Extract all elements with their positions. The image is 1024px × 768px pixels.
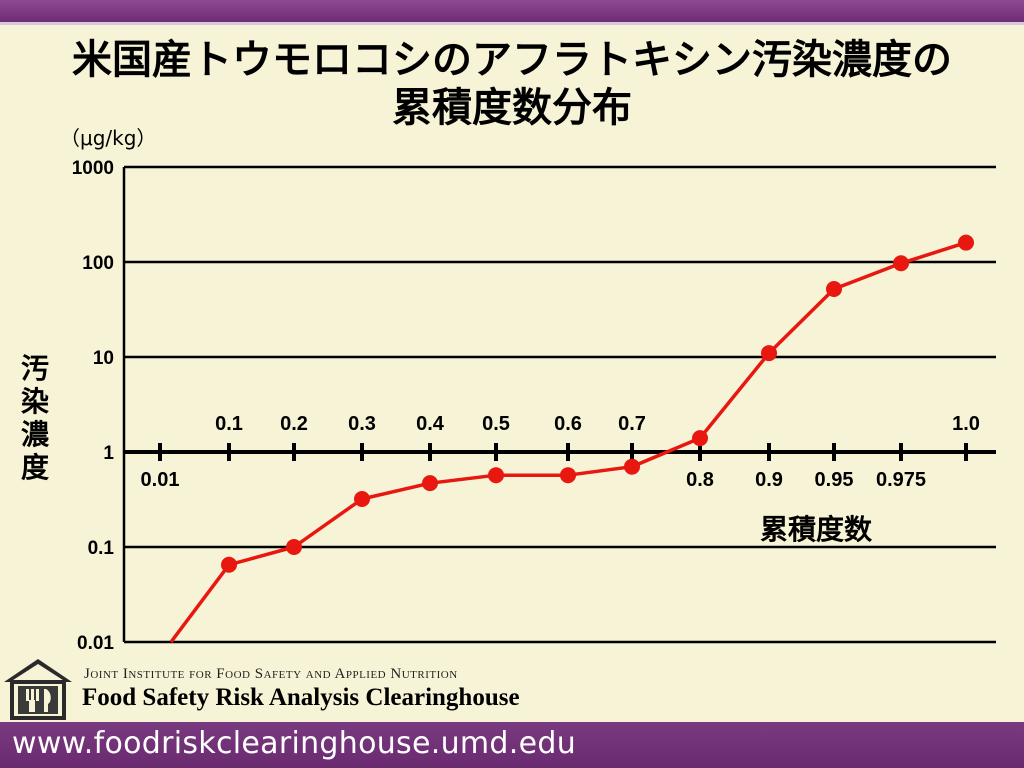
data-point (692, 430, 708, 447)
x-tick-label: 0.9 (755, 469, 783, 491)
title-line-2: 累積度数分布 (392, 85, 632, 131)
data-point (893, 255, 909, 272)
slide-title: 米国産トウモロコシのアフラトキシン汚染濃度の 累積度数分布 (0, 36, 1024, 132)
x-tick-label: 0.5 (482, 413, 510, 435)
title-line-1: 米国産トウモロコシのアフラトキシン汚染濃度の (72, 37, 952, 83)
x-tick-label: 0.2 (280, 413, 308, 435)
x-tick-label: 0.6 (554, 413, 582, 435)
y-tick-label: 100 (82, 253, 114, 274)
x-tick-label: 0.7 (618, 413, 646, 435)
website-url: www.foodriskclearinghouse.umd.edu (12, 726, 577, 761)
x-tick-label: 0.3 (348, 413, 376, 435)
x-tick-label: 0.1 (215, 413, 243, 435)
x-tick-label: 0.975 (876, 469, 926, 491)
top-divider (0, 22, 1024, 25)
x-tick-label: 0.01 (141, 469, 180, 491)
org-name-large: Food Safety Risk Analysis Clearinghouse (82, 684, 520, 711)
x-tick-label: 0.4 (416, 413, 445, 435)
y-axis-label: 汚染濃度 (20, 352, 49, 484)
x-tick-label: 0.8 (686, 469, 714, 491)
y-axis-unit: （μg/kg） (60, 126, 157, 150)
y-tick-label: 0.01 (77, 633, 114, 654)
x-tick-label: 1.0 (952, 413, 980, 435)
y-tick-label: 0.1 (88, 538, 115, 559)
data-point (624, 458, 640, 475)
cumulative-distribution-chart: 1000 100 10 1 0.1 0.01 0.1 0.2 0.3 0.4 0.5 0.6 0.7 1.… (72, 158, 996, 654)
x-axis-label: 累積度数 (760, 513, 873, 546)
data-point (422, 475, 438, 492)
y-tick-label: 1 (103, 443, 114, 464)
data-point (560, 467, 576, 484)
data-point (958, 234, 974, 251)
top-banner (0, 0, 1024, 22)
y-tick-label: 10 (93, 348, 114, 369)
data-point (286, 539, 302, 555)
x-tick-label: 0.95 (815, 469, 854, 491)
data-point (488, 467, 504, 484)
org-name-small: Joint Institute for Food Safety and Appl… (84, 666, 458, 682)
y-tick-label: 1000 (72, 158, 114, 179)
series-line (169, 240, 967, 644)
data-point (826, 280, 842, 297)
data-point (221, 556, 237, 573)
house-fork-knife-logo-icon (4, 659, 72, 720)
data-point (761, 345, 777, 362)
bottom-banner (0, 722, 1024, 768)
data-point (354, 491, 370, 508)
